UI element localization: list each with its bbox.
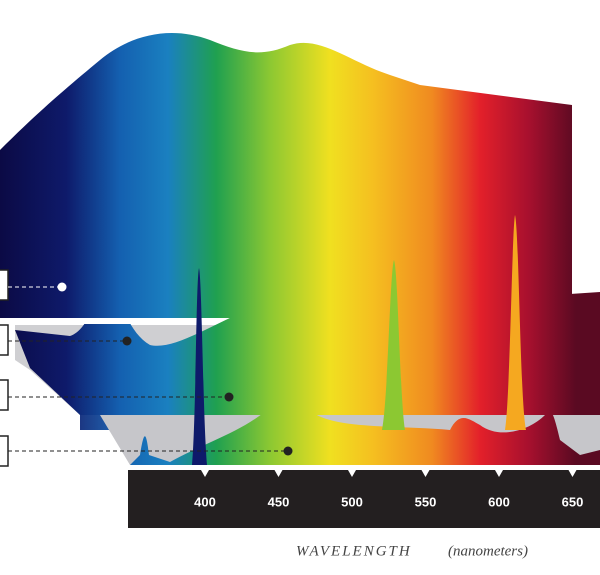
dot bbox=[122, 336, 132, 346]
box bbox=[0, 324, 9, 356]
tick-label: 600 bbox=[488, 494, 510, 509]
tick-label: 400 bbox=[194, 494, 216, 509]
leaders bbox=[8, 286, 288, 452]
continuous-spectrum bbox=[0, 32, 572, 318]
box bbox=[0, 435, 9, 467]
dot bbox=[224, 392, 234, 402]
axis-ticks: 400 450 500 550 600 650 bbox=[194, 470, 583, 509]
axis-unit: (nanometers) bbox=[448, 543, 528, 559]
tick-label: 500 bbox=[341, 494, 363, 509]
lamp-spectrum-c bbox=[130, 387, 600, 465]
tick-mark bbox=[421, 470, 430, 477]
tick-mark bbox=[495, 470, 503, 477]
tick-label: 550 bbox=[415, 494, 437, 509]
white-gap bbox=[0, 318, 195, 324]
tick-mark bbox=[568, 470, 577, 477]
tick-label: 650 bbox=[562, 494, 584, 509]
axis-label: WAVELENGTH bbox=[296, 543, 412, 559]
lamp-spectrum-b bbox=[80, 300, 600, 430]
dot bbox=[283, 446, 293, 456]
tick-mark bbox=[274, 470, 283, 477]
legend-boxes bbox=[0, 269, 9, 467]
emission-line bbox=[192, 268, 207, 465]
tick-mark bbox=[348, 470, 356, 477]
emission-line bbox=[505, 215, 526, 430]
dot bbox=[57, 282, 67, 292]
box bbox=[0, 269, 9, 301]
spectra bbox=[0, 32, 600, 465]
emission-line bbox=[382, 260, 405, 430]
box bbox=[0, 379, 9, 411]
tick-label: 450 bbox=[268, 494, 290, 509]
axis-bar bbox=[128, 470, 600, 528]
tick-mark bbox=[201, 470, 209, 477]
